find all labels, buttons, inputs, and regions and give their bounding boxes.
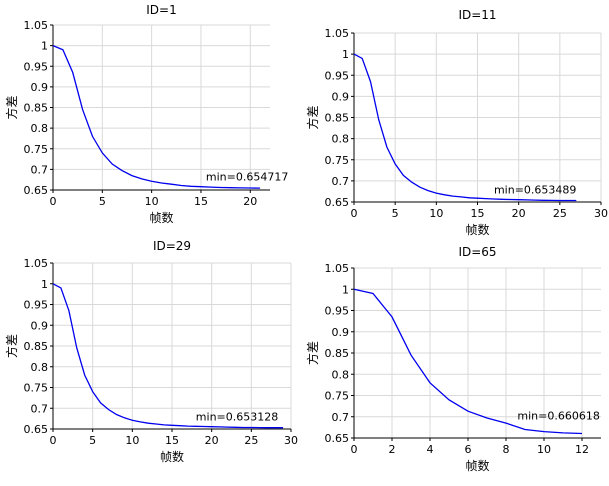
chart-panel: 0.65 0.7 0.75 0.8 0.85 0.9 0.95 1 1.05 0 5 10 15 20 25… bbox=[305, 8, 608, 237]
x-tick-label: 12 bbox=[575, 443, 589, 456]
x-tick-label: 25 bbox=[553, 207, 567, 220]
x-tick-label: 8 bbox=[503, 443, 510, 456]
x-tick-label: 0 bbox=[351, 207, 358, 220]
x-tick-label: 4 bbox=[427, 443, 434, 456]
y-tick-label: 1.05 bbox=[24, 19, 49, 32]
series-line bbox=[52, 283, 284, 429]
series-line bbox=[52, 45, 261, 189]
x-axis-label: 帧数 bbox=[149, 210, 173, 225]
chart-title: ID=65 bbox=[458, 245, 496, 259]
min-annotation: min=0.653489 bbox=[494, 184, 576, 197]
min-annotation: min=0.653128 bbox=[196, 411, 278, 424]
y-tick-label: 0.85 bbox=[24, 340, 49, 353]
series-line bbox=[353, 53, 577, 202]
x-tick-label: 20 bbox=[205, 434, 219, 447]
x-tick-label: 10 bbox=[429, 207, 443, 220]
y-tick-label: 0.9 bbox=[31, 81, 49, 94]
y-axis-label: 方差 bbox=[305, 341, 320, 365]
y-tick-label: 0.8 bbox=[31, 361, 49, 374]
y-tick-label: 0.95 bbox=[325, 305, 350, 318]
y-tick-label: 0.9 bbox=[332, 90, 350, 103]
y-tick-label: 0.95 bbox=[24, 299, 49, 312]
chart-title: ID=1 bbox=[146, 3, 176, 17]
y-tick-label: 0.65 bbox=[24, 423, 49, 436]
x-tick-label: 25 bbox=[244, 434, 258, 447]
x-tick-label: 5 bbox=[392, 207, 399, 220]
x-axis-label: 帧数 bbox=[465, 458, 489, 473]
y-tick-label: 1 bbox=[342, 48, 349, 61]
y-tick-label: 0.95 bbox=[24, 60, 49, 73]
x-axis-label: 帧数 bbox=[160, 449, 184, 464]
y-tick-label: 0.65 bbox=[325, 432, 350, 445]
x-tick-label: 2 bbox=[389, 443, 396, 456]
x-tick-label: 6 bbox=[465, 443, 472, 456]
y-tick-label: 0.65 bbox=[24, 184, 49, 197]
y-tick-label: 0.75 bbox=[24, 143, 49, 156]
chart-panel: 0.65 0.7 0.75 0.8 0.85 0.9 0.95 1 1.05 0 2 4 6 8 10 12 I… bbox=[305, 245, 601, 473]
y-tick-label: 1.05 bbox=[24, 257, 49, 270]
chart-title: ID=11 bbox=[458, 8, 496, 22]
x-tick-label: 10 bbox=[145, 195, 159, 208]
y-tick-label: 0.9 bbox=[332, 326, 350, 339]
chart-panel: 0.65 0.7 0.75 0.8 0.85 0.9 0.95 1 1.05 0 5 10 15 20 ID… bbox=[4, 3, 288, 225]
y-tick-label: 0.65 bbox=[325, 196, 350, 209]
y-tick-label: 0.7 bbox=[31, 402, 49, 415]
y-tick-label: 1.05 bbox=[325, 27, 350, 40]
y-tick-label: 0.8 bbox=[332, 133, 350, 146]
y-tick-label: 0.75 bbox=[325, 154, 350, 167]
y-tick-label: 0.85 bbox=[325, 112, 350, 125]
y-axis-label: 方差 bbox=[4, 334, 19, 358]
chart-panel: 0.65 0.7 0.75 0.8 0.85 0.9 0.95 1 1.05 0 5 10 15 20 25… bbox=[4, 239, 298, 464]
x-tick-label: 10 bbox=[125, 434, 139, 447]
y-tick-label: 0.85 bbox=[325, 347, 350, 360]
min-annotation: min=0.654717 bbox=[206, 171, 288, 184]
y-tick-label: 1 bbox=[41, 278, 48, 291]
x-tick-label: 5 bbox=[99, 195, 106, 208]
y-tick-label: 0.95 bbox=[325, 69, 350, 82]
y-tick-label: 0.7 bbox=[332, 411, 350, 424]
y-tick-label: 1.05 bbox=[325, 262, 350, 275]
x-tick-label: 15 bbox=[194, 195, 208, 208]
y-tick-label: 0.85 bbox=[24, 102, 49, 115]
x-tick-label: 5 bbox=[89, 434, 96, 447]
chart-title: ID=29 bbox=[153, 239, 191, 253]
series-line bbox=[353, 288, 583, 435]
y-tick-label: 0.75 bbox=[325, 390, 350, 403]
x-tick-label: 0 bbox=[351, 443, 358, 456]
x-tick-label: 30 bbox=[594, 207, 608, 220]
y-tick-label: 0.7 bbox=[332, 175, 350, 188]
x-tick-label: 15 bbox=[471, 207, 485, 220]
y-tick-label: 0.7 bbox=[31, 163, 49, 176]
y-axis-label: 方差 bbox=[305, 105, 320, 129]
x-tick-label: 0 bbox=[50, 195, 57, 208]
x-tick-label: 10 bbox=[537, 443, 551, 456]
y-tick-label: 1 bbox=[41, 40, 48, 53]
x-axis-label: 帧数 bbox=[465, 222, 489, 237]
x-tick-label: 0 bbox=[50, 434, 57, 447]
y-tick-label: 0.75 bbox=[24, 382, 49, 395]
x-tick-label: 30 bbox=[284, 434, 298, 447]
x-tick-label: 20 bbox=[243, 195, 257, 208]
y-tick-label: 0.9 bbox=[31, 319, 49, 332]
y-tick-label: 0.8 bbox=[31, 122, 49, 135]
x-tick-label: 20 bbox=[512, 207, 526, 220]
y-tick-label: 0.8 bbox=[332, 368, 350, 381]
min-annotation: min=0.660618 bbox=[517, 409, 599, 422]
y-axis-label: 方差 bbox=[4, 95, 19, 119]
y-tick-label: 1 bbox=[342, 283, 349, 296]
x-tick-label: 15 bbox=[165, 434, 179, 447]
